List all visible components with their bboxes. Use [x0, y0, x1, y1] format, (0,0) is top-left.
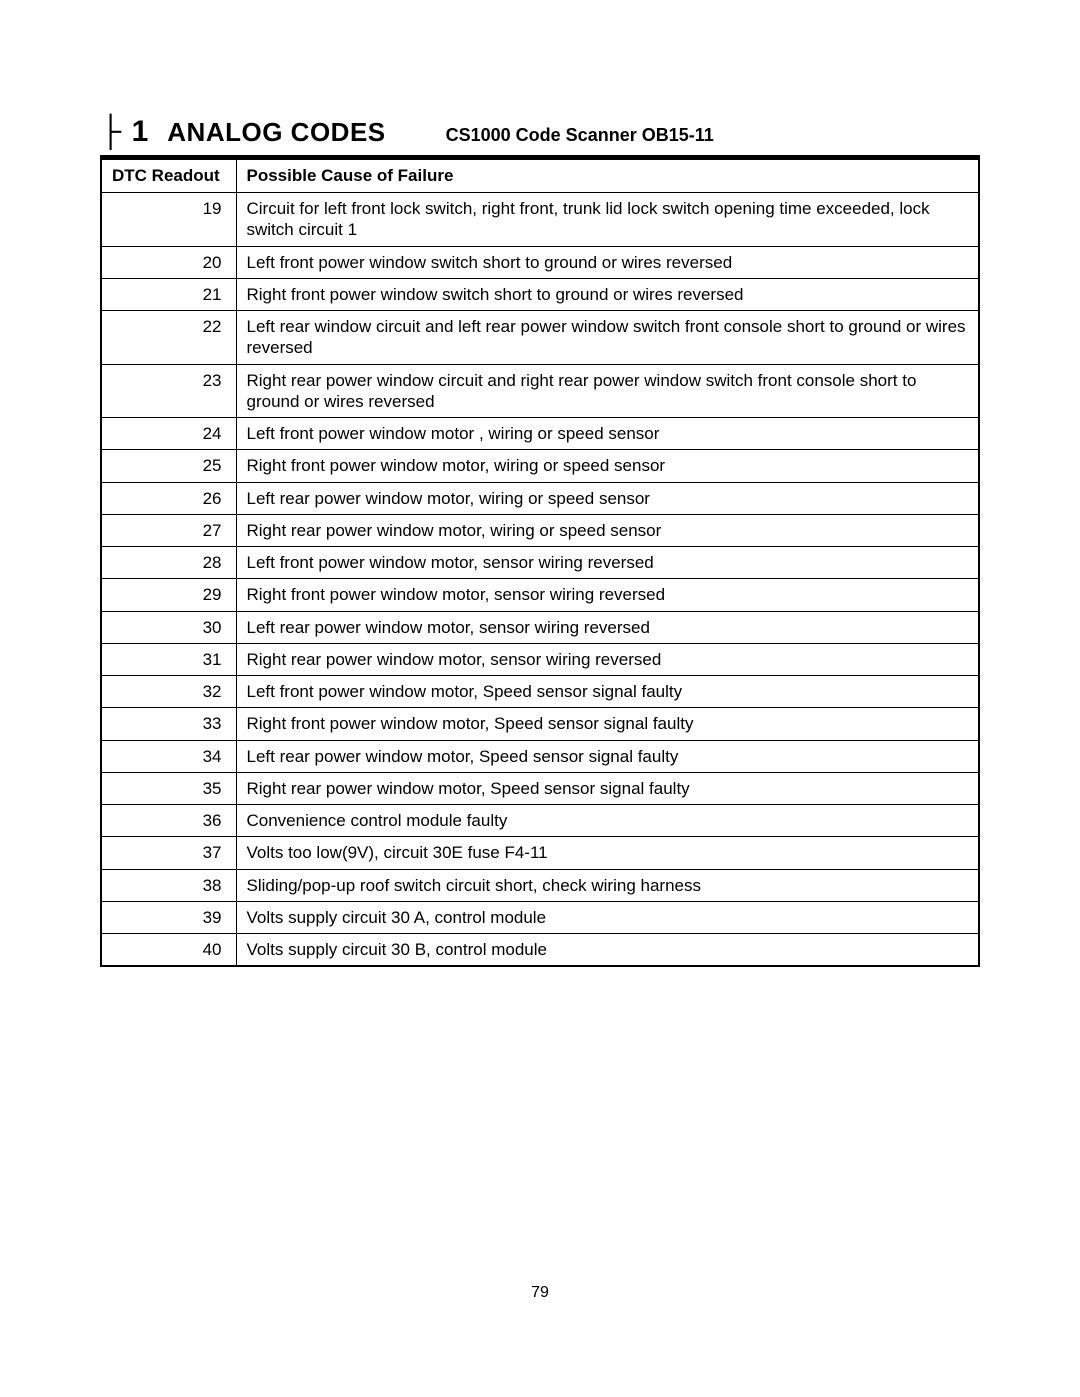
cause-cell: Right front power window motor, Speed se… — [236, 708, 979, 740]
table-row: 35Right rear power window motor, Speed s… — [101, 772, 979, 804]
cause-cell: Volts supply circuit 30 A, control modul… — [236, 901, 979, 933]
section-header: ├ 1 ANALOG CODES CS1000 Code Scanner OB1… — [100, 115, 980, 158]
table-row: 25Right front power window motor, wiring… — [101, 450, 979, 482]
table-row: 31Right rear power window motor, sensor … — [101, 643, 979, 675]
table-row: 24Left front power window motor , wiring… — [101, 418, 979, 450]
section-subtitle: CS1000 Code Scanner OB15-11 — [446, 125, 714, 146]
cause-cell: Right rear power window motor, sensor wi… — [236, 643, 979, 675]
cause-cell: Volts supply circuit 30 B, control modul… — [236, 934, 979, 967]
dtc-cell: 34 — [101, 740, 236, 772]
cause-cell: Left front power window motor , wiring o… — [236, 418, 979, 450]
codes-table: DTC Readout Possible Cause of Failure 19… — [100, 158, 980, 967]
dtc-cell: 36 — [101, 805, 236, 837]
col-header-dtc: DTC Readout — [101, 159, 236, 193]
table-row: 38Sliding/pop-up roof switch circuit sho… — [101, 869, 979, 901]
dtc-cell: 28 — [101, 547, 236, 579]
cause-cell: Right front power window motor, sensor w… — [236, 579, 979, 611]
dtc-cell: 24 — [101, 418, 236, 450]
cause-cell: Right front power window switch short to… — [236, 278, 979, 310]
table-row: 37Volts too low(9V), circuit 30E fuse F4… — [101, 837, 979, 869]
cause-cell: Left front power window switch short to … — [236, 246, 979, 278]
table-row: 33Right front power window motor, Speed … — [101, 708, 979, 740]
cause-cell: Sliding/pop-up roof switch circuit short… — [236, 869, 979, 901]
table-row: 39Volts supply circuit 30 A, control mod… — [101, 901, 979, 933]
dtc-cell: 27 — [101, 514, 236, 546]
cause-cell: Left rear power window motor, wiring or … — [236, 482, 979, 514]
dtc-cell: 37 — [101, 837, 236, 869]
table-row: 40Volts supply circuit 30 B, control mod… — [101, 934, 979, 967]
cause-cell: Right rear power window motor, Speed sen… — [236, 772, 979, 804]
dtc-cell: 33 — [101, 708, 236, 740]
table-row: 28Left front power window motor, sensor … — [101, 547, 979, 579]
table-row: 22Left rear window circuit and left rear… — [101, 311, 979, 365]
cause-cell: Left front power window motor, Speed sen… — [236, 676, 979, 708]
cause-cell: Volts too low(9V), circuit 30E fuse F4-1… — [236, 837, 979, 869]
cause-cell: Right front power window motor, wiring o… — [236, 450, 979, 482]
page-number: 79 — [0, 1284, 1080, 1302]
cause-cell: Left rear power window motor, Speed sens… — [236, 740, 979, 772]
table-row: 20Left front power window switch short t… — [101, 246, 979, 278]
section-mark: ├ 1 — [100, 115, 149, 149]
cause-cell: Left front power window motor, sensor wi… — [236, 547, 979, 579]
dtc-cell: 32 — [101, 676, 236, 708]
dtc-cell: 30 — [101, 611, 236, 643]
cause-cell: Right rear power window motor, wiring or… — [236, 514, 979, 546]
dtc-cell: 20 — [101, 246, 236, 278]
dtc-cell: 26 — [101, 482, 236, 514]
dtc-cell: 29 — [101, 579, 236, 611]
table-row: 34Left rear power window motor, Speed se… — [101, 740, 979, 772]
cause-cell: Right rear power window circuit and righ… — [236, 364, 979, 418]
dtc-cell: 40 — [101, 934, 236, 967]
dtc-cell: 19 — [101, 193, 236, 247]
dtc-cell: 31 — [101, 643, 236, 675]
section-title: ANALOG CODES — [167, 117, 385, 148]
dtc-cell: 21 — [101, 278, 236, 310]
cause-cell: Left rear window circuit and left rear p… — [236, 311, 979, 365]
dtc-cell: 23 — [101, 364, 236, 418]
table-row: 30Left rear power window motor, sensor w… — [101, 611, 979, 643]
table-row: 27Right rear power window motor, wiring … — [101, 514, 979, 546]
dtc-cell: 35 — [101, 772, 236, 804]
table-row: 32Left front power window motor, Speed s… — [101, 676, 979, 708]
cause-cell: Left rear power window motor, sensor wir… — [236, 611, 979, 643]
dtc-cell: 38 — [101, 869, 236, 901]
dtc-cell: 39 — [101, 901, 236, 933]
col-header-cause: Possible Cause of Failure — [236, 159, 979, 193]
cause-cell: Circuit for left front lock switch, righ… — [236, 193, 979, 247]
table-row: 23Right rear power window circuit and ri… — [101, 364, 979, 418]
table-row: 19Circuit for left front lock switch, ri… — [101, 193, 979, 247]
table-row: 36Convenience control module faulty — [101, 805, 979, 837]
table-row: 26Left rear power window motor, wiring o… — [101, 482, 979, 514]
dtc-cell: 25 — [101, 450, 236, 482]
codes-table-body: 19Circuit for left front lock switch, ri… — [101, 193, 979, 967]
table-header-row: DTC Readout Possible Cause of Failure — [101, 159, 979, 193]
table-row: 29Right front power window motor, sensor… — [101, 579, 979, 611]
dtc-cell: 22 — [101, 311, 236, 365]
cause-cell: Convenience control module faulty — [236, 805, 979, 837]
page-content: ├ 1 ANALOG CODES CS1000 Code Scanner OB1… — [0, 0, 1080, 967]
table-row: 21Right front power window switch short … — [101, 278, 979, 310]
